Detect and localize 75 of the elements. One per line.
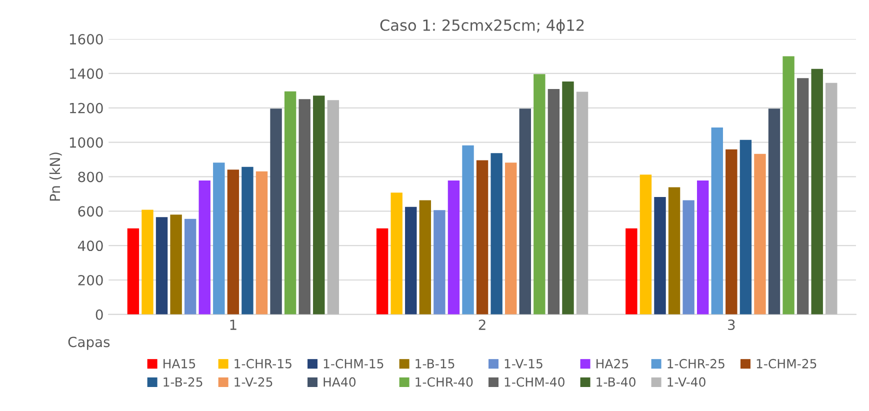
x-tick-label: 3 bbox=[728, 320, 735, 330]
bar bbox=[156, 217, 168, 314]
bar bbox=[640, 174, 652, 314]
bar bbox=[434, 210, 446, 314]
bar bbox=[576, 92, 588, 314]
bar bbox=[726, 149, 738, 314]
bar bbox=[270, 108, 282, 314]
bar bbox=[754, 154, 766, 314]
bar bbox=[826, 82, 838, 314]
y-tick-label: 1600 bbox=[70, 34, 103, 45]
y-tick-label: 400 bbox=[78, 240, 103, 252]
legend-label: 1-B-40 bbox=[596, 377, 636, 387]
bar bbox=[405, 206, 417, 314]
legend-label: 1-CHM-25 bbox=[756, 358, 816, 368]
y-tick-label: 1000 bbox=[70, 137, 103, 148]
legend-label: HA15 bbox=[164, 359, 196, 368]
x-tick-label: 1 bbox=[230, 320, 236, 330]
bar bbox=[476, 160, 488, 314]
bar bbox=[448, 180, 460, 314]
bar bbox=[696, 180, 709, 314]
bar bbox=[796, 78, 809, 314]
bar bbox=[327, 100, 340, 314]
legend-label: 1-V-40 bbox=[668, 377, 706, 387]
bar bbox=[170, 214, 182, 314]
legend-label: 1-B-15 bbox=[416, 359, 454, 368]
bar bbox=[548, 88, 560, 314]
y-axis-title: Pn (kN) bbox=[49, 152, 62, 201]
bar bbox=[256, 171, 268, 314]
bar bbox=[376, 228, 388, 314]
legend-label: 1-CHR-40 bbox=[416, 377, 473, 387]
legend-label: HA25 bbox=[596, 358, 628, 368]
bar bbox=[213, 162, 225, 314]
bar bbox=[562, 82, 574, 314]
y-tick-label: 200 bbox=[78, 274, 103, 286]
y-tick-label: 800 bbox=[78, 172, 103, 182]
bar bbox=[534, 74, 546, 314]
bar bbox=[682, 200, 694, 314]
bar bbox=[284, 91, 296, 314]
bar bbox=[782, 56, 794, 314]
bar bbox=[505, 162, 517, 314]
bar bbox=[142, 210, 154, 314]
bar bbox=[184, 218, 196, 314]
bar bbox=[668, 187, 680, 314]
legend-label: 1-B-25 bbox=[164, 377, 202, 387]
bar bbox=[811, 68, 823, 314]
bar bbox=[740, 140, 752, 314]
legend-label: 1-CHR-25 bbox=[668, 358, 724, 368]
y-tick-label: 600 bbox=[78, 206, 103, 217]
bar bbox=[198, 180, 210, 314]
legend-label: 1-CHM-40 bbox=[504, 377, 564, 387]
y-tick-label: 1400 bbox=[70, 68, 103, 79]
bar bbox=[127, 228, 140, 314]
legend-label: 1-CHR-15 bbox=[234, 358, 292, 368]
x-tick-label: 2 bbox=[478, 320, 486, 330]
legend-label: 1-V-15 bbox=[504, 359, 542, 368]
chart-title: Caso 1: 25cmx25cm; 4ϕ12 bbox=[380, 19, 584, 34]
bar bbox=[626, 228, 638, 314]
bar bbox=[654, 197, 666, 314]
bar bbox=[390, 192, 402, 314]
x-axis-title: Capas bbox=[68, 336, 110, 350]
legend-label: 1-V-25 bbox=[234, 377, 272, 387]
bar bbox=[519, 108, 531, 314]
bar bbox=[313, 96, 325, 314]
bar bbox=[768, 108, 780, 314]
bar bbox=[298, 99, 310, 314]
y-tick-label: 1200 bbox=[70, 102, 103, 114]
bar bbox=[711, 128, 723, 314]
bar bbox=[462, 145, 474, 314]
legend-label: 1-CHM-15 bbox=[324, 358, 384, 368]
bar bbox=[419, 200, 432, 314]
bar bbox=[242, 166, 254, 314]
legend-label: HA40 bbox=[324, 377, 356, 387]
bar bbox=[490, 153, 502, 314]
bar bbox=[227, 170, 240, 314]
y-tick-label: 0 bbox=[96, 309, 103, 320]
